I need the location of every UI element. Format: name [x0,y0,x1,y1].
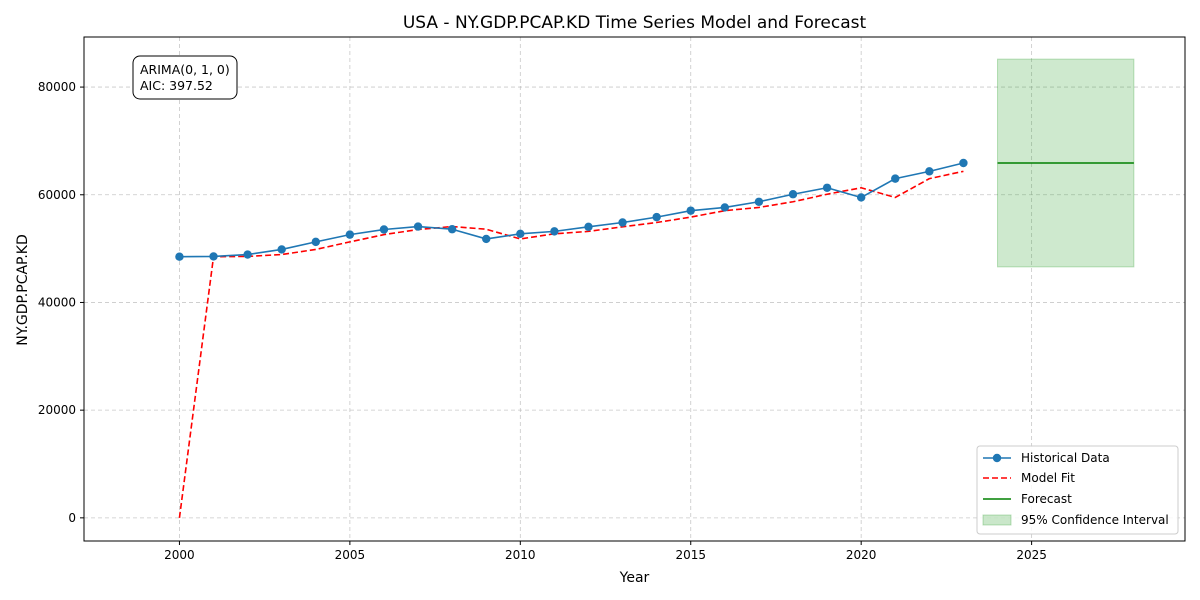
historical-data-point [891,174,900,183]
annotation-aic: AIC: 397.52 [140,78,213,93]
historical-data-point [209,252,218,261]
historical-data-point [959,158,968,168]
historical-data-point [925,167,934,176]
historical-data-point [413,222,423,231]
annotation-model: ARIMA(0, 1, 0) [140,62,230,77]
historical-data-line [179,162,964,258]
historical-data-point [345,230,355,239]
series-layer [175,158,1134,518]
x-tick-label: 2005 [335,548,366,562]
historical-data-point [550,227,559,236]
legend-historical-label: Historical Data [1021,451,1110,465]
historical-data-point [788,190,798,199]
plot-frame [83,36,1186,542]
y-tick-label: 20000 [38,403,76,417]
historical-data-point [584,222,593,232]
x-axis-ticks: 2000 2005 2010 2015 2020 2025 [164,541,1047,562]
legend: Historical Data Model Fit Forecast 95% C… [976,445,1179,535]
legend-ci-swatch [982,514,1012,526]
chart-title: USA - NY.GDP.PCAP.KD Time Series Model a… [403,13,867,33]
historical-data-point [686,206,695,215]
y-axis-title: NY.GDP.PCAP.KD [15,234,31,345]
y-tick-label: 0 [68,511,76,525]
x-tick-label: 2000 [164,548,195,562]
y-tick-label: 60000 [38,188,76,202]
historical-data-point [277,245,286,254]
historical-data-point [822,183,832,192]
x-axis-title: Year [619,570,650,586]
legend-box [976,445,1179,535]
historical-data-point [482,234,491,244]
historical-data-point [447,225,457,234]
historical-data-point [856,193,866,202]
historical-data-point [652,212,661,222]
historical-data-point [754,197,764,206]
x-tick-label: 2010 [505,548,536,562]
historical-data-point [720,203,730,212]
x-tick-label: 2020 [846,548,877,562]
legend-forecast-label: Forecast [1021,492,1072,506]
grid [84,37,1185,541]
historical-data-point [311,237,320,247]
x-tick-label: 2025 [1016,548,1047,562]
historical-data-point [243,250,252,259]
historical-data-point [379,225,389,234]
legend-model-fit-label: Model Fit [1021,471,1075,485]
historical-data-point [618,218,627,227]
historical-data-point [516,229,525,239]
x-tick-label: 2015 [675,548,706,562]
legend-historical-marker [992,453,1002,463]
legend-ci-label: 95% Confidence Interval [1021,513,1169,527]
y-axis-ticks: 0 20000 40000 60000 80000 [38,80,84,525]
model-annotation: ARIMA(0, 1, 0) AIC: 397.52 [132,55,238,100]
annotation-box [132,55,238,100]
historical-data-point [175,252,184,261]
y-tick-label: 80000 [38,80,76,94]
model-fit-line [178,170,964,518]
y-tick-label: 40000 [38,295,76,309]
